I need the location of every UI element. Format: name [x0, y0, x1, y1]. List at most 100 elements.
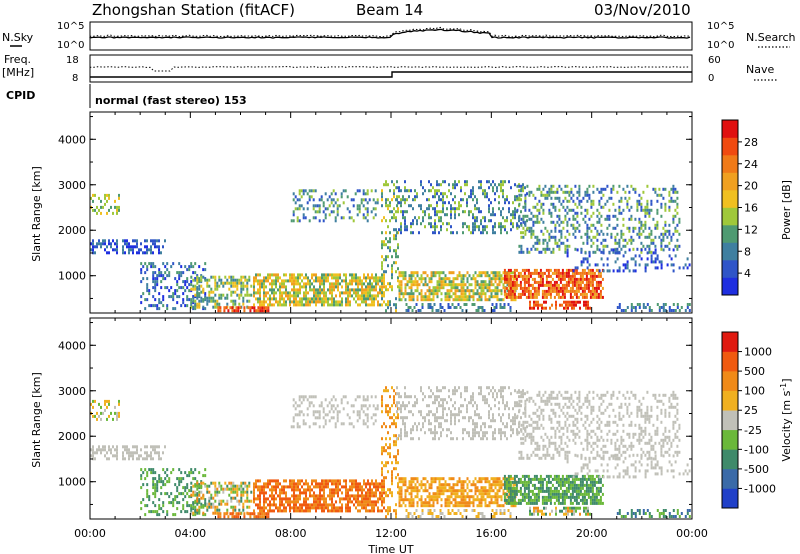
velocity-cell [468, 431, 470, 435]
power-cell [250, 284, 253, 288]
power-cell [444, 277, 447, 281]
velocity-cell [285, 509, 287, 513]
velocity-cell [214, 499, 217, 503]
power-cell [480, 222, 482, 226]
power-cell [420, 298, 423, 302]
power-cell [198, 299, 201, 303]
power-cell [174, 289, 177, 293]
power-cell [110, 205, 112, 209]
velocity-cell [204, 513, 207, 517]
power-cell [246, 278, 249, 282]
velocity-cell [291, 488, 293, 492]
power-cell [484, 298, 487, 302]
power-cell [343, 279, 345, 283]
power-cell [642, 223, 645, 227]
velocity-cell [263, 488, 265, 492]
velocity-cell [344, 395, 347, 399]
velocity-cell [374, 407, 377, 411]
velocity-cell [126, 448, 128, 452]
velocity-cell [305, 500, 307, 504]
power-cell [393, 234, 395, 238]
velocity-cell [313, 485, 315, 489]
power-cell [674, 226, 677, 230]
power-cell [592, 250, 595, 254]
power-cell [234, 284, 237, 288]
velocity-cell [351, 488, 353, 492]
power-cell [546, 244, 549, 248]
power-cell [458, 204, 460, 208]
velocity-cell [218, 499, 221, 503]
power-cell [350, 216, 353, 220]
power-cell [452, 283, 455, 287]
power-cell [106, 245, 108, 249]
power-cell [468, 274, 471, 278]
velocity-cell [397, 473, 399, 477]
velocity-cell [279, 503, 281, 507]
power-cell [404, 222, 406, 226]
power-cell [509, 289, 512, 293]
power-cell [662, 306, 665, 309]
power-cell [590, 202, 593, 206]
power-cell [349, 273, 351, 277]
power-cell [464, 210, 466, 214]
power-cell [259, 294, 261, 298]
power-cell [504, 225, 506, 229]
velocity-cell [404, 404, 406, 408]
power-cell [238, 278, 241, 282]
velocity-cell [214, 484, 217, 488]
power-cell [188, 283, 191, 287]
power-cell [358, 189, 361, 193]
power-ytick-label: 1000 [58, 270, 86, 283]
power-cell [383, 183, 385, 187]
velocity-cell [460, 404, 462, 408]
power-cell [450, 213, 452, 217]
power-cell [579, 292, 582, 296]
power-cell [281, 297, 283, 301]
power-cell [440, 228, 442, 232]
power-cell [283, 279, 285, 283]
velocity-cell [424, 419, 426, 423]
power-cell [522, 205, 525, 209]
power-cell [592, 190, 595, 194]
power-cell [296, 219, 299, 223]
velocity-cell [110, 448, 112, 452]
power-cell [363, 300, 365, 304]
velocity-cell [434, 398, 436, 402]
velocity-cell [206, 490, 209, 494]
power-cell [273, 282, 275, 286]
velocity-cell [381, 461, 383, 465]
power-cell [592, 202, 595, 206]
power-cell [293, 294, 295, 298]
power-cell [440, 219, 442, 223]
velocity-cell [444, 386, 446, 390]
velocity-cell [365, 506, 367, 510]
velocity-cell [152, 510, 155, 514]
power-cell [438, 277, 441, 281]
power-cell [563, 283, 566, 287]
power-cell [313, 297, 315, 301]
power-cell [484, 228, 486, 232]
power-cell [104, 239, 106, 243]
velocity-cell [466, 431, 468, 435]
velocity-cell [176, 507, 179, 511]
power-cell [474, 228, 476, 232]
velocity-cell [263, 503, 265, 507]
power-cell [249, 306, 252, 310]
power-cell [206, 284, 209, 288]
power-cell [180, 265, 183, 269]
velocity-cell [271, 488, 273, 492]
power-cell [308, 195, 311, 199]
power-cell [152, 242, 154, 246]
power-cell [596, 238, 599, 242]
power-cell [444, 180, 446, 184]
power-cell [301, 303, 303, 307]
power-cell [587, 280, 590, 284]
power-cell [540, 205, 543, 209]
power-cell [335, 300, 337, 304]
power-cell [160, 280, 163, 284]
velocity-cell [172, 501, 175, 505]
power-cell [670, 238, 673, 242]
velocity-cell [389, 446, 391, 450]
power-cell [521, 274, 524, 278]
velocity-cell [363, 503, 365, 507]
